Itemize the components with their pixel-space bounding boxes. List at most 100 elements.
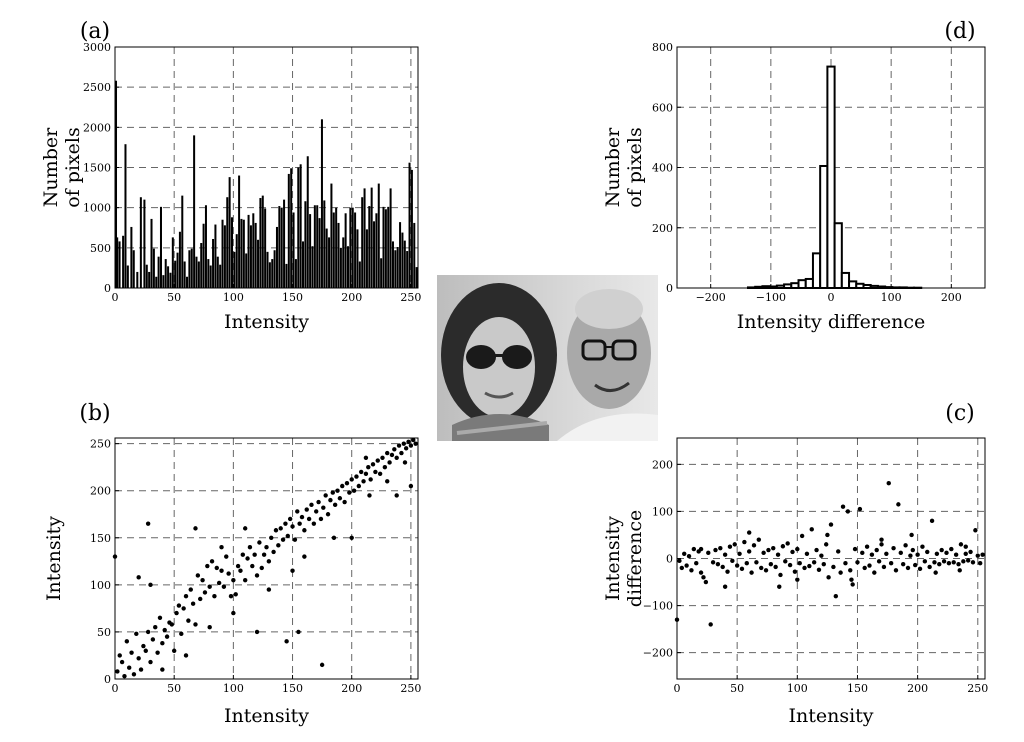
histogram-bar — [197, 261, 200, 288]
histogram-bin — [840, 271, 851, 289]
scatter-point — [216, 580, 222, 586]
scatter-point — [917, 566, 923, 572]
scatter-point — [124, 639, 130, 644]
scatter-point — [771, 545, 776, 551]
scatter-point — [713, 547, 718, 553]
scatter-point — [394, 493, 399, 498]
scatter-point — [273, 528, 279, 533]
scatter-point — [214, 565, 219, 571]
y-tick-label: 250 — [90, 438, 111, 451]
histogram-bin — [797, 279, 807, 290]
scatter-point — [849, 577, 854, 582]
scatter-point — [691, 546, 697, 552]
scatter-point — [296, 629, 301, 635]
scatter-point — [684, 563, 689, 568]
x-tick-label: 200 — [941, 291, 962, 304]
scatter-point — [734, 563, 740, 568]
scatter-point — [176, 603, 182, 608]
scatter-point — [290, 524, 295, 529]
scatter-point — [807, 563, 812, 569]
scatter-point — [221, 584, 227, 589]
scatter-point — [259, 565, 264, 571]
scatter-point — [129, 650, 134, 655]
scatter-point — [269, 535, 274, 540]
histogram-bin — [746, 286, 757, 289]
y-tick-label: 0 — [104, 673, 111, 686]
histogram-bar — [410, 169, 413, 288]
scatter-point — [276, 543, 281, 548]
scatter-point — [309, 502, 314, 508]
scatter-point — [946, 561, 952, 566]
scatter-point — [775, 552, 781, 557]
histogram-bar — [389, 188, 392, 288]
scatter-point — [898, 550, 903, 556]
scatter-point — [212, 593, 217, 599]
scatter-point — [155, 650, 160, 655]
scatter-point — [285, 533, 291, 539]
scatter-point — [219, 545, 224, 550]
scatter-point — [708, 622, 713, 627]
scatter-point — [141, 643, 146, 649]
scatter-point — [970, 560, 976, 565]
scatter-point — [254, 629, 260, 635]
histogram-bar — [332, 212, 335, 288]
scatter-point — [778, 572, 783, 578]
histogram-bin — [754, 285, 764, 290]
scatter-point — [975, 553, 980, 558]
scatter-point — [929, 518, 935, 524]
x-tick-label: 150 — [282, 682, 303, 695]
histogram-bar — [176, 252, 179, 288]
scatter-point — [686, 553, 692, 559]
histogram-bar — [313, 205, 316, 288]
histogram-bar — [325, 228, 328, 288]
scatter-point — [925, 549, 930, 555]
histogram-bar — [356, 229, 359, 288]
histogram-bar — [318, 218, 321, 288]
scatter-point — [169, 622, 175, 627]
scatter-point — [727, 544, 733, 549]
histogram-bar — [266, 251, 269, 288]
scatter-point — [920, 544, 925, 549]
histogram-bar — [183, 261, 186, 288]
y-tick-label: 50 — [97, 626, 111, 639]
scatter-point — [233, 592, 238, 597]
x-tick-label: 0 — [674, 682, 681, 695]
y-tick-label: 3000 — [83, 41, 111, 54]
histogram-bar — [335, 207, 338, 288]
scatter-point — [242, 526, 248, 531]
histogram-bin — [869, 284, 879, 289]
scatter-point — [302, 528, 307, 533]
scatter-point — [694, 561, 699, 566]
scatter-point — [266, 587, 272, 592]
scatter-point — [231, 610, 236, 616]
scatter-point — [821, 561, 826, 567]
histogram-bar — [200, 243, 203, 288]
scatter-point — [840, 504, 846, 509]
scatter-point — [150, 637, 156, 642]
scatter-point — [316, 499, 321, 505]
scatter-point — [403, 446, 409, 451]
histogram-bar — [377, 183, 380, 288]
scatter-point — [884, 551, 889, 556]
scatter-point — [179, 631, 184, 637]
scatter-point — [342, 499, 347, 505]
histogram-bar — [387, 206, 390, 288]
histogram-bar — [115, 80, 118, 289]
histogram-bar — [323, 200, 326, 288]
scatter-point — [869, 552, 875, 557]
y-axis-label: Number — [602, 127, 624, 207]
scatter-point — [164, 634, 170, 639]
histogram-bar — [230, 217, 234, 288]
scatter-point — [264, 545, 269, 550]
scatter-point — [148, 659, 153, 665]
scatter-point — [860, 550, 865, 556]
histogram-bar — [384, 209, 387, 288]
scatter-point — [963, 551, 968, 556]
histogram-bar — [145, 264, 148, 288]
histogram-bar — [159, 206, 162, 288]
scatter-point — [228, 593, 234, 599]
y-tick-label: 500 — [90, 242, 111, 255]
histogram-bar — [413, 222, 416, 288]
histogram-bar — [157, 256, 160, 288]
histogram-bar — [247, 214, 250, 288]
